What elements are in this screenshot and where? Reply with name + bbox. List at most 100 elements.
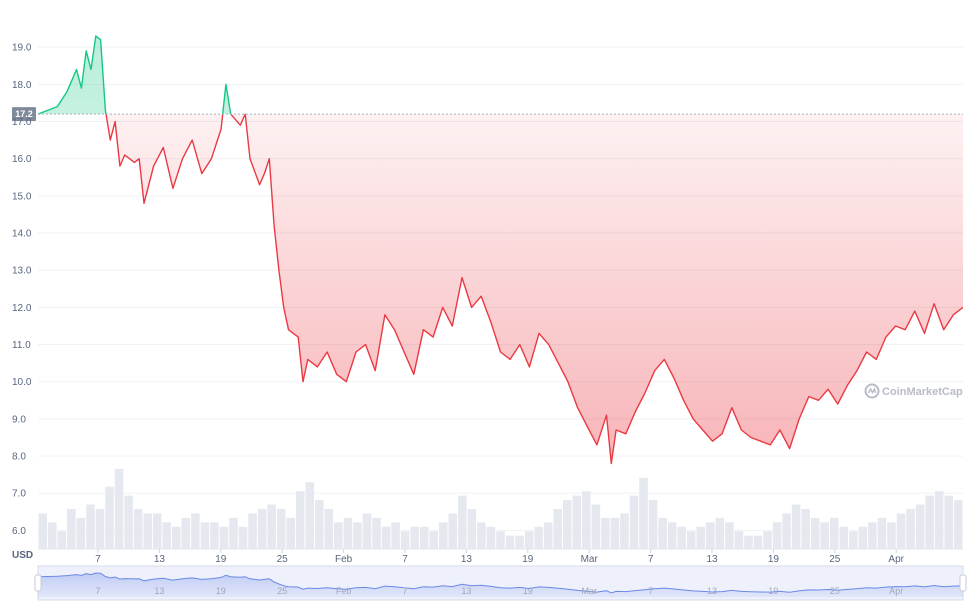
x-tick-label: 7 — [95, 554, 101, 565]
navigator-tick-label: 19 — [523, 586, 533, 596]
volume-bar — [372, 517, 381, 549]
navigator-tick-label: Mar — [581, 586, 597, 596]
volume-bar — [601, 517, 610, 549]
navigator-tick-label: 13 — [461, 586, 471, 596]
volume-bar — [734, 531, 744, 549]
navigator-line — [37, 572, 964, 594]
y-tick-label: 10.0 — [12, 377, 32, 388]
volume-bar — [486, 526, 496, 549]
navigator-tick-label: 7 — [95, 586, 100, 596]
y-tick-label: 17.0 — [12, 117, 32, 128]
volume-bar — [229, 517, 238, 549]
price-area — [38, 36, 963, 464]
volume-bar — [143, 513, 152, 549]
volume-bar — [763, 531, 772, 549]
volume-bar — [515, 535, 524, 549]
navigator-tick-label: Feb — [336, 586, 352, 596]
x-tick-label: 13 — [154, 554, 166, 565]
volume-bar — [477, 522, 486, 549]
volume-bar — [238, 526, 248, 549]
volume-bar — [76, 517, 86, 549]
volume-bar — [677, 526, 686, 549]
x-tick-label: 19 — [522, 554, 534, 565]
volume-bar — [953, 500, 963, 549]
volume-bar — [48, 522, 57, 549]
volume-bar — [257, 508, 267, 549]
volume-bar — [744, 535, 753, 549]
reference-price-tag: 17.2 — [12, 107, 36, 122]
volume-bar — [467, 508, 477, 549]
x-tick-label: Feb — [335, 554, 353, 565]
y-tick-label: 6.0 — [12, 526, 26, 537]
coinmarketcap-logo-glyph — [867, 387, 877, 395]
price-line[interactable] — [38, 35, 963, 465]
volume-bar — [629, 495, 639, 549]
navigator-tick-label: 13 — [154, 586, 164, 596]
y-tick-label: 7.0 — [12, 489, 26, 500]
volume-bar — [181, 517, 191, 549]
volume-bar — [868, 522, 877, 549]
volume-bar — [753, 535, 763, 549]
price-line-below[interactable] — [38, 36, 963, 465]
volume-bar — [610, 517, 620, 549]
navigator-left-handle[interactable] — [34, 574, 42, 592]
navigator-tick-label: 7 — [402, 586, 407, 596]
y-tick-label: 16.0 — [12, 154, 32, 165]
navigator-right-handle[interactable] — [959, 574, 967, 592]
y-tick-label: 18.0 — [12, 80, 32, 91]
volume-bar — [582, 491, 591, 549]
volume-bar — [648, 500, 658, 549]
volume-bar — [829, 517, 839, 549]
navigator-tick-label: 25 — [277, 586, 287, 596]
volume-bar — [267, 504, 276, 549]
volume-bar — [295, 491, 305, 549]
volume-bar — [114, 468, 124, 549]
volume-bar — [534, 526, 543, 549]
volume-bar — [429, 531, 439, 549]
volume-bar — [152, 513, 162, 549]
volume-bar — [219, 526, 229, 549]
volume-bar — [801, 508, 810, 549]
x-tick-label: 7 — [402, 554, 408, 565]
volume-bar — [562, 500, 572, 549]
volume-bar — [315, 500, 324, 549]
price-area-below — [38, 114, 963, 464]
volume-bar — [362, 513, 372, 549]
volume-bar — [419, 526, 429, 549]
navigator-tick-label: 19 — [768, 586, 778, 596]
x-tick-label: 7 — [648, 554, 654, 565]
y-tick-label: 19.0 — [12, 43, 32, 54]
volume-bar — [543, 522, 553, 549]
reference-price-tag-box — [12, 107, 36, 122]
volume-bar — [200, 522, 210, 549]
volume-bar — [944, 495, 953, 549]
y-tick-label: 11.0 — [12, 340, 31, 351]
volume-bar — [572, 495, 582, 549]
volume-bar — [715, 517, 725, 549]
volume-bar — [133, 508, 143, 549]
range-navigator[interactable]: 7 13 19 25 Feb 7 13 19 Mar 7 13 19 25 Apr — [34, 565, 967, 601]
volume-bar — [334, 522, 343, 549]
y-axis-ticks: 6.0 7.0 8.0 9.0 10.0 11.0 12.0 13.0 14.0 15.0 16.0… — [12, 43, 32, 537]
y-tick-label: 15.0 — [12, 191, 32, 202]
volume-bar — [448, 513, 458, 549]
y-tick-label: 9.0 — [12, 414, 26, 425]
volume-bar — [105, 486, 114, 549]
volume-bar — [934, 491, 944, 549]
volume-bar — [725, 522, 734, 549]
volume-bar — [162, 522, 172, 549]
volume-bar — [210, 522, 219, 549]
volume-bar — [658, 517, 667, 549]
volume-bar — [400, 531, 410, 549]
navigator-ticks: 7 13 19 25 Feb 7 13 19 Mar 7 13 19 25 Apr — [95, 586, 903, 596]
volume-bar — [305, 482, 315, 549]
volume-bar — [172, 526, 181, 549]
volume-bar — [324, 508, 334, 549]
volume-bar — [925, 495, 934, 549]
x-tick-label: 25 — [829, 554, 841, 565]
coinmarketcap-logo-icon — [864, 383, 880, 399]
navigator-tick-label: 19 — [216, 586, 226, 596]
navigator-tick-label: 7 — [648, 586, 653, 596]
